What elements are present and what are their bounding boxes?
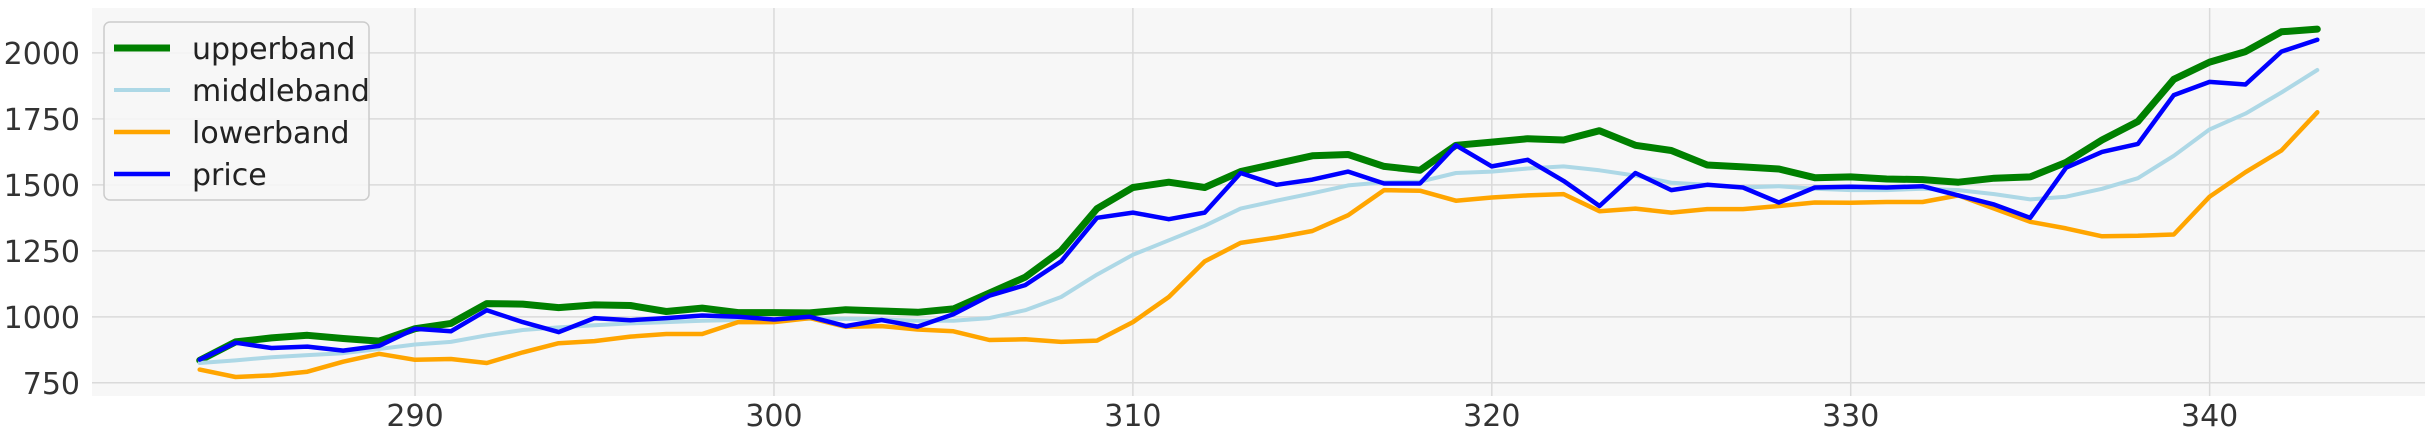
upperband-legend-label: upperband bbox=[192, 32, 355, 67]
plot-area-background bbox=[92, 8, 2425, 396]
x-tick-label: 330 bbox=[1822, 399, 1879, 434]
series-lines bbox=[196, 25, 2321, 380]
y-tick-label: 1750 bbox=[4, 103, 80, 138]
legend: upperband middleband lowerband price bbox=[103, 21, 370, 201]
price-line bbox=[197, 37, 2320, 362]
middleband-line bbox=[197, 68, 2320, 365]
y-tick-label: 750 bbox=[23, 367, 80, 402]
y-tick-label: 1500 bbox=[4, 169, 80, 204]
y-tick-label: 1250 bbox=[4, 235, 80, 270]
legend-box bbox=[103, 21, 370, 201]
x-tick-label: 300 bbox=[745, 399, 802, 434]
lowerband-legend-label: lowerband bbox=[192, 116, 350, 151]
x-tick-label: 290 bbox=[386, 399, 443, 434]
y-tick-label: 1000 bbox=[4, 301, 80, 336]
grid bbox=[92, 8, 2425, 396]
x-axis-ticks: 290 300 310 320 330 340 bbox=[386, 399, 2238, 434]
x-tick-label: 310 bbox=[1104, 399, 1161, 434]
y-axis-ticks: 750 1000 1250 1500 1750 2000 bbox=[4, 37, 80, 402]
x-tick-label: 340 bbox=[2181, 399, 2238, 434]
middleband-legend-label: middleband bbox=[192, 74, 370, 109]
price-legend-label: price bbox=[192, 158, 267, 193]
x-tick-label: 320 bbox=[1463, 399, 1520, 434]
upperband-line bbox=[196, 25, 2321, 364]
y-tick-label: 2000 bbox=[4, 37, 80, 72]
